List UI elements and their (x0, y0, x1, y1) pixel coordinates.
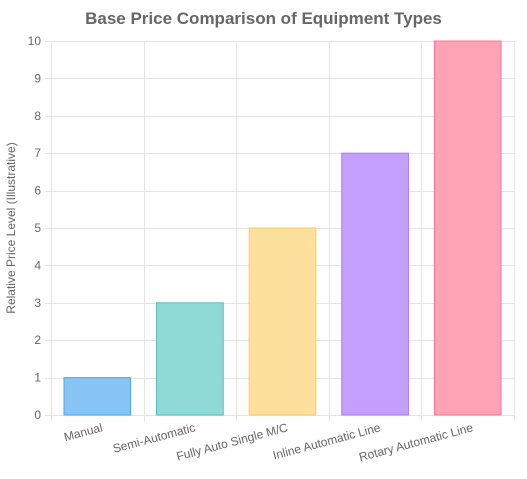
bars (63, 40, 502, 416)
y-tick-label-1: 1 (34, 371, 41, 385)
y-tick-label-6: 6 (34, 184, 41, 198)
y-tick-label-5: 5 (34, 221, 41, 235)
y-axis-label: Relative Price Level (Illustrative) (4, 142, 18, 313)
y-tick-labels: 0 1 2 3 4 5 6 7 8 9 10 (28, 34, 42, 422)
y-tick-label-7: 7 (34, 146, 41, 160)
y-tick-label-3: 3 (34, 296, 41, 310)
bar-0[interactable] (63, 377, 132, 416)
bar-4[interactable] (433, 40, 502, 416)
bar-2[interactable] (248, 227, 317, 416)
bar-3[interactable] (341, 152, 409, 416)
chart-title: Base Price Comparison of Equipment Types (85, 9, 442, 28)
y-tick-label-10: 10 (28, 34, 42, 48)
y-tick-label-9: 9 (34, 71, 41, 85)
x-tick-label-0: Manual (62, 420, 104, 444)
y-tick-label-4: 4 (34, 258, 41, 272)
y-tick-label-0: 0 (34, 408, 41, 422)
y-tick-label-2: 2 (34, 333, 41, 347)
y-tick-label-8: 8 (34, 109, 41, 123)
bar-1[interactable] (156, 302, 224, 416)
